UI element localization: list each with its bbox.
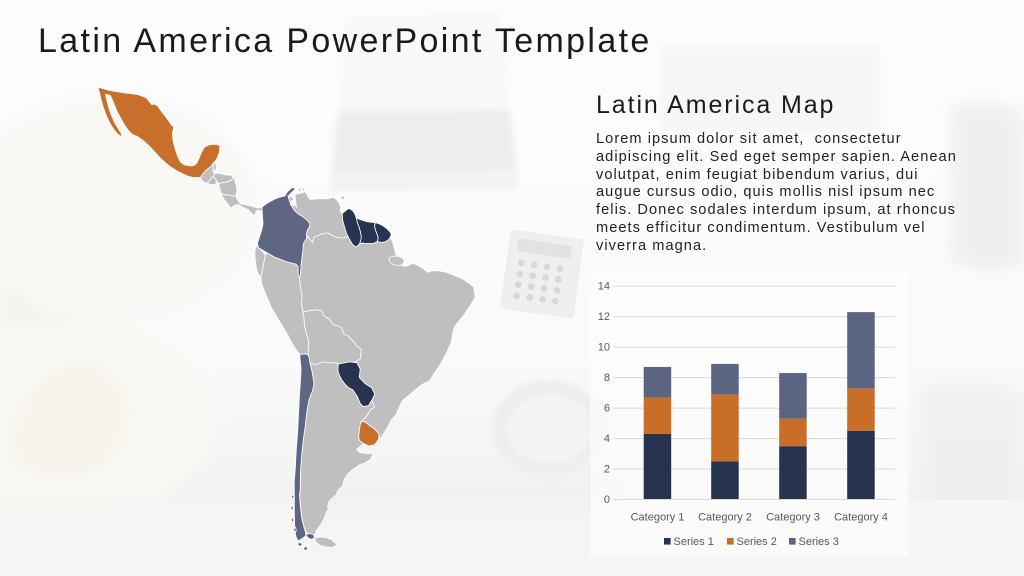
svg-text:Series 2: Series 2: [737, 536, 777, 548]
svg-text:14: 14: [598, 281, 610, 293]
svg-text:0: 0: [604, 494, 610, 506]
svg-text:Category 1: Category 1: [631, 512, 685, 524]
svg-text:Category 3: Category 3: [766, 512, 820, 524]
svg-text:Category 4: Category 4: [834, 512, 888, 524]
svg-text:12: 12: [598, 311, 610, 323]
svg-text:10: 10: [598, 342, 610, 354]
svg-text:Series 1: Series 1: [674, 536, 714, 548]
svg-text:4: 4: [604, 433, 610, 445]
svg-text:Series 3: Series 3: [799, 536, 839, 548]
svg-text:8: 8: [604, 372, 610, 384]
svg-text:2: 2: [604, 464, 610, 476]
svg-text:Category 2: Category 2: [698, 512, 752, 524]
svg-text:6: 6: [604, 403, 610, 415]
